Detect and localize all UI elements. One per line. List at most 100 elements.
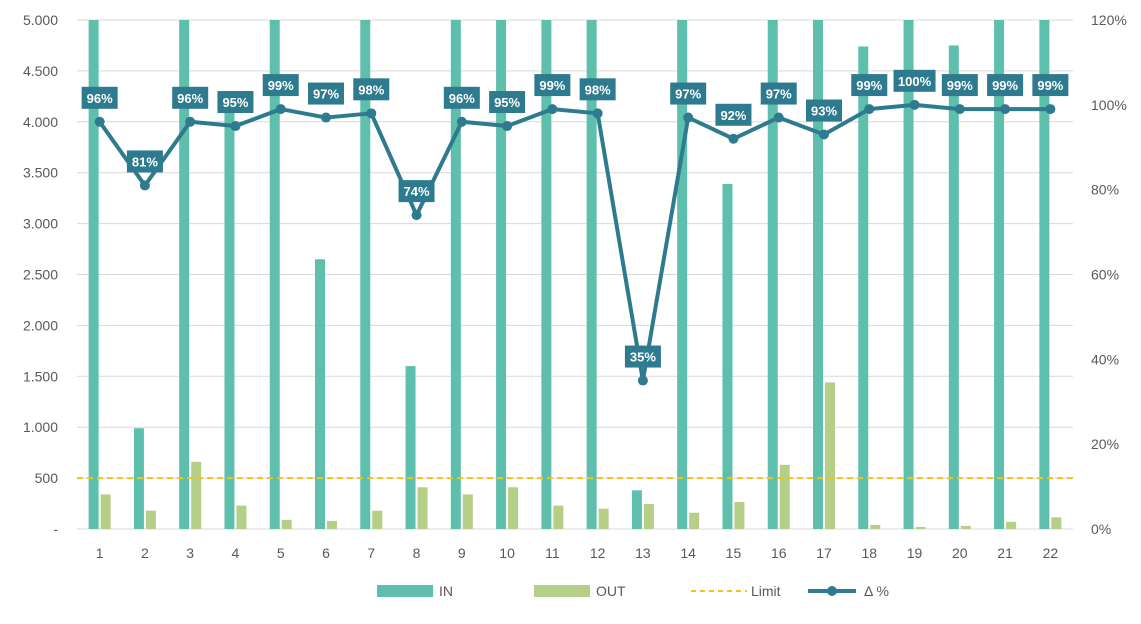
- delta-point: [321, 112, 331, 123]
- y-left-tick-label: 500: [35, 470, 59, 486]
- x-tick-label: 6: [322, 545, 330, 561]
- x-tick-label: 1: [96, 545, 104, 561]
- data-label: 97%: [675, 87, 701, 102]
- bar-out: [689, 512, 700, 529]
- bar-out: [1006, 521, 1017, 529]
- delta-point: [909, 99, 920, 110]
- bar-out: [960, 525, 971, 529]
- x-tick-label: 8: [413, 545, 421, 561]
- y-left-tick-label: 4.000: [23, 114, 58, 130]
- bar-out: [734, 502, 745, 529]
- x-tick-label: 22: [1043, 545, 1059, 561]
- data-label-box: [308, 82, 344, 105]
- bar-out: [598, 508, 609, 529]
- legend-label: IN: [439, 583, 453, 599]
- delta-point: [502, 121, 513, 132]
- data-labels: 96% 81% 96% 95% 99% 97% 98% 74% 96% 95% 99% 98% 35% 9…: [81, 69, 1069, 368]
- data-label-box: [760, 82, 797, 105]
- delta-point: [864, 104, 875, 115]
- bar-in: [767, 20, 778, 529]
- data-label-box: [851, 74, 888, 97]
- data-label: 98%: [358, 82, 384, 97]
- x-tick-label: 19: [907, 545, 923, 561]
- x-tick-label: 16: [771, 545, 787, 561]
- y-right-tick-label: 100%: [1091, 97, 1127, 113]
- delta-point: [773, 112, 784, 123]
- data-label: 95%: [222, 95, 248, 110]
- x-tick-label: 4: [232, 545, 240, 561]
- bar-out: [417, 487, 428, 529]
- legend-label: OUT: [596, 583, 626, 599]
- bar-in: [994, 20, 1005, 529]
- bar-in: [450, 20, 461, 529]
- legend: IN OUT Limit Δ %: [377, 583, 889, 599]
- bars: [88, 20, 1062, 530]
- bar-in: [677, 20, 688, 529]
- delta-point: [411, 210, 422, 221]
- delta-point: [547, 104, 558, 115]
- x-tick-label: 13: [635, 545, 651, 561]
- delta-line-path: [98, 102, 1051, 383]
- data-label-box: [489, 91, 526, 114]
- bar-in: [541, 20, 552, 529]
- delta-point: [592, 108, 603, 119]
- bar-out: [1051, 517, 1062, 529]
- data-label: 93%: [811, 104, 837, 119]
- bar-in: [224, 111, 235, 530]
- y-left-tick-label: -: [53, 521, 58, 537]
- bar-out: [145, 510, 156, 529]
- bar-in: [360, 20, 371, 529]
- data-label: 96%: [87, 91, 113, 106]
- delta-point: [275, 104, 286, 115]
- y-right-tick-label: 40%: [1091, 351, 1119, 367]
- data-label: 96%: [177, 91, 203, 106]
- delta-point: [139, 180, 150, 191]
- bar-in: [813, 20, 823, 529]
- legend-label: Δ %: [864, 583, 889, 599]
- data-label-box: [579, 78, 616, 101]
- x-tick-label: 9: [458, 545, 466, 561]
- x-tick-label: 14: [680, 545, 696, 561]
- delta-point: [954, 104, 965, 115]
- delta-point: [683, 112, 694, 123]
- y-right-tick-label: 0%: [1091, 521, 1111, 537]
- bar-out: [825, 382, 835, 529]
- data-label-box: [443, 86, 480, 109]
- delta-line: [94, 99, 1056, 386]
- data-label-box: [893, 69, 936, 92]
- data-label: 97%: [766, 87, 792, 102]
- delta-point: [230, 121, 241, 132]
- data-label: 97%: [313, 87, 339, 102]
- y-left-tick-label: 3.500: [23, 165, 58, 181]
- y-right-tick-label: 80%: [1091, 182, 1119, 198]
- data-label-box: [81, 86, 118, 109]
- delta-point: [1000, 104, 1011, 115]
- bar-out: [372, 510, 383, 529]
- bar-in: [903, 20, 914, 529]
- data-label: 100%: [898, 74, 932, 89]
- data-label-box: [715, 103, 752, 126]
- bar-out: [191, 461, 202, 529]
- data-label: 81%: [132, 154, 158, 169]
- x-tick-label: 3: [186, 545, 194, 561]
- legend-label: Limit: [751, 583, 781, 599]
- data-label-box: [262, 74, 299, 97]
- data-label-box: [126, 150, 163, 173]
- bar-out: [508, 487, 519, 529]
- bar-out: [870, 524, 881, 529]
- legend-swatch-in: [377, 585, 433, 597]
- y-left-tick-label: 2.500: [23, 267, 58, 283]
- y-left-tick-label: 3.000: [23, 216, 58, 232]
- data-label-box: [987, 74, 1024, 97]
- data-label: 35%: [630, 350, 656, 365]
- y-left-tick-label: 4.500: [23, 63, 58, 79]
- y-right-tick-label: 60%: [1091, 267, 1119, 283]
- data-label-box: [670, 82, 707, 105]
- data-label-box: [1032, 74, 1069, 97]
- bar-in: [315, 259, 325, 529]
- data-label: 99%: [268, 78, 294, 93]
- bar-in: [179, 20, 190, 529]
- bar-out: [100, 494, 111, 529]
